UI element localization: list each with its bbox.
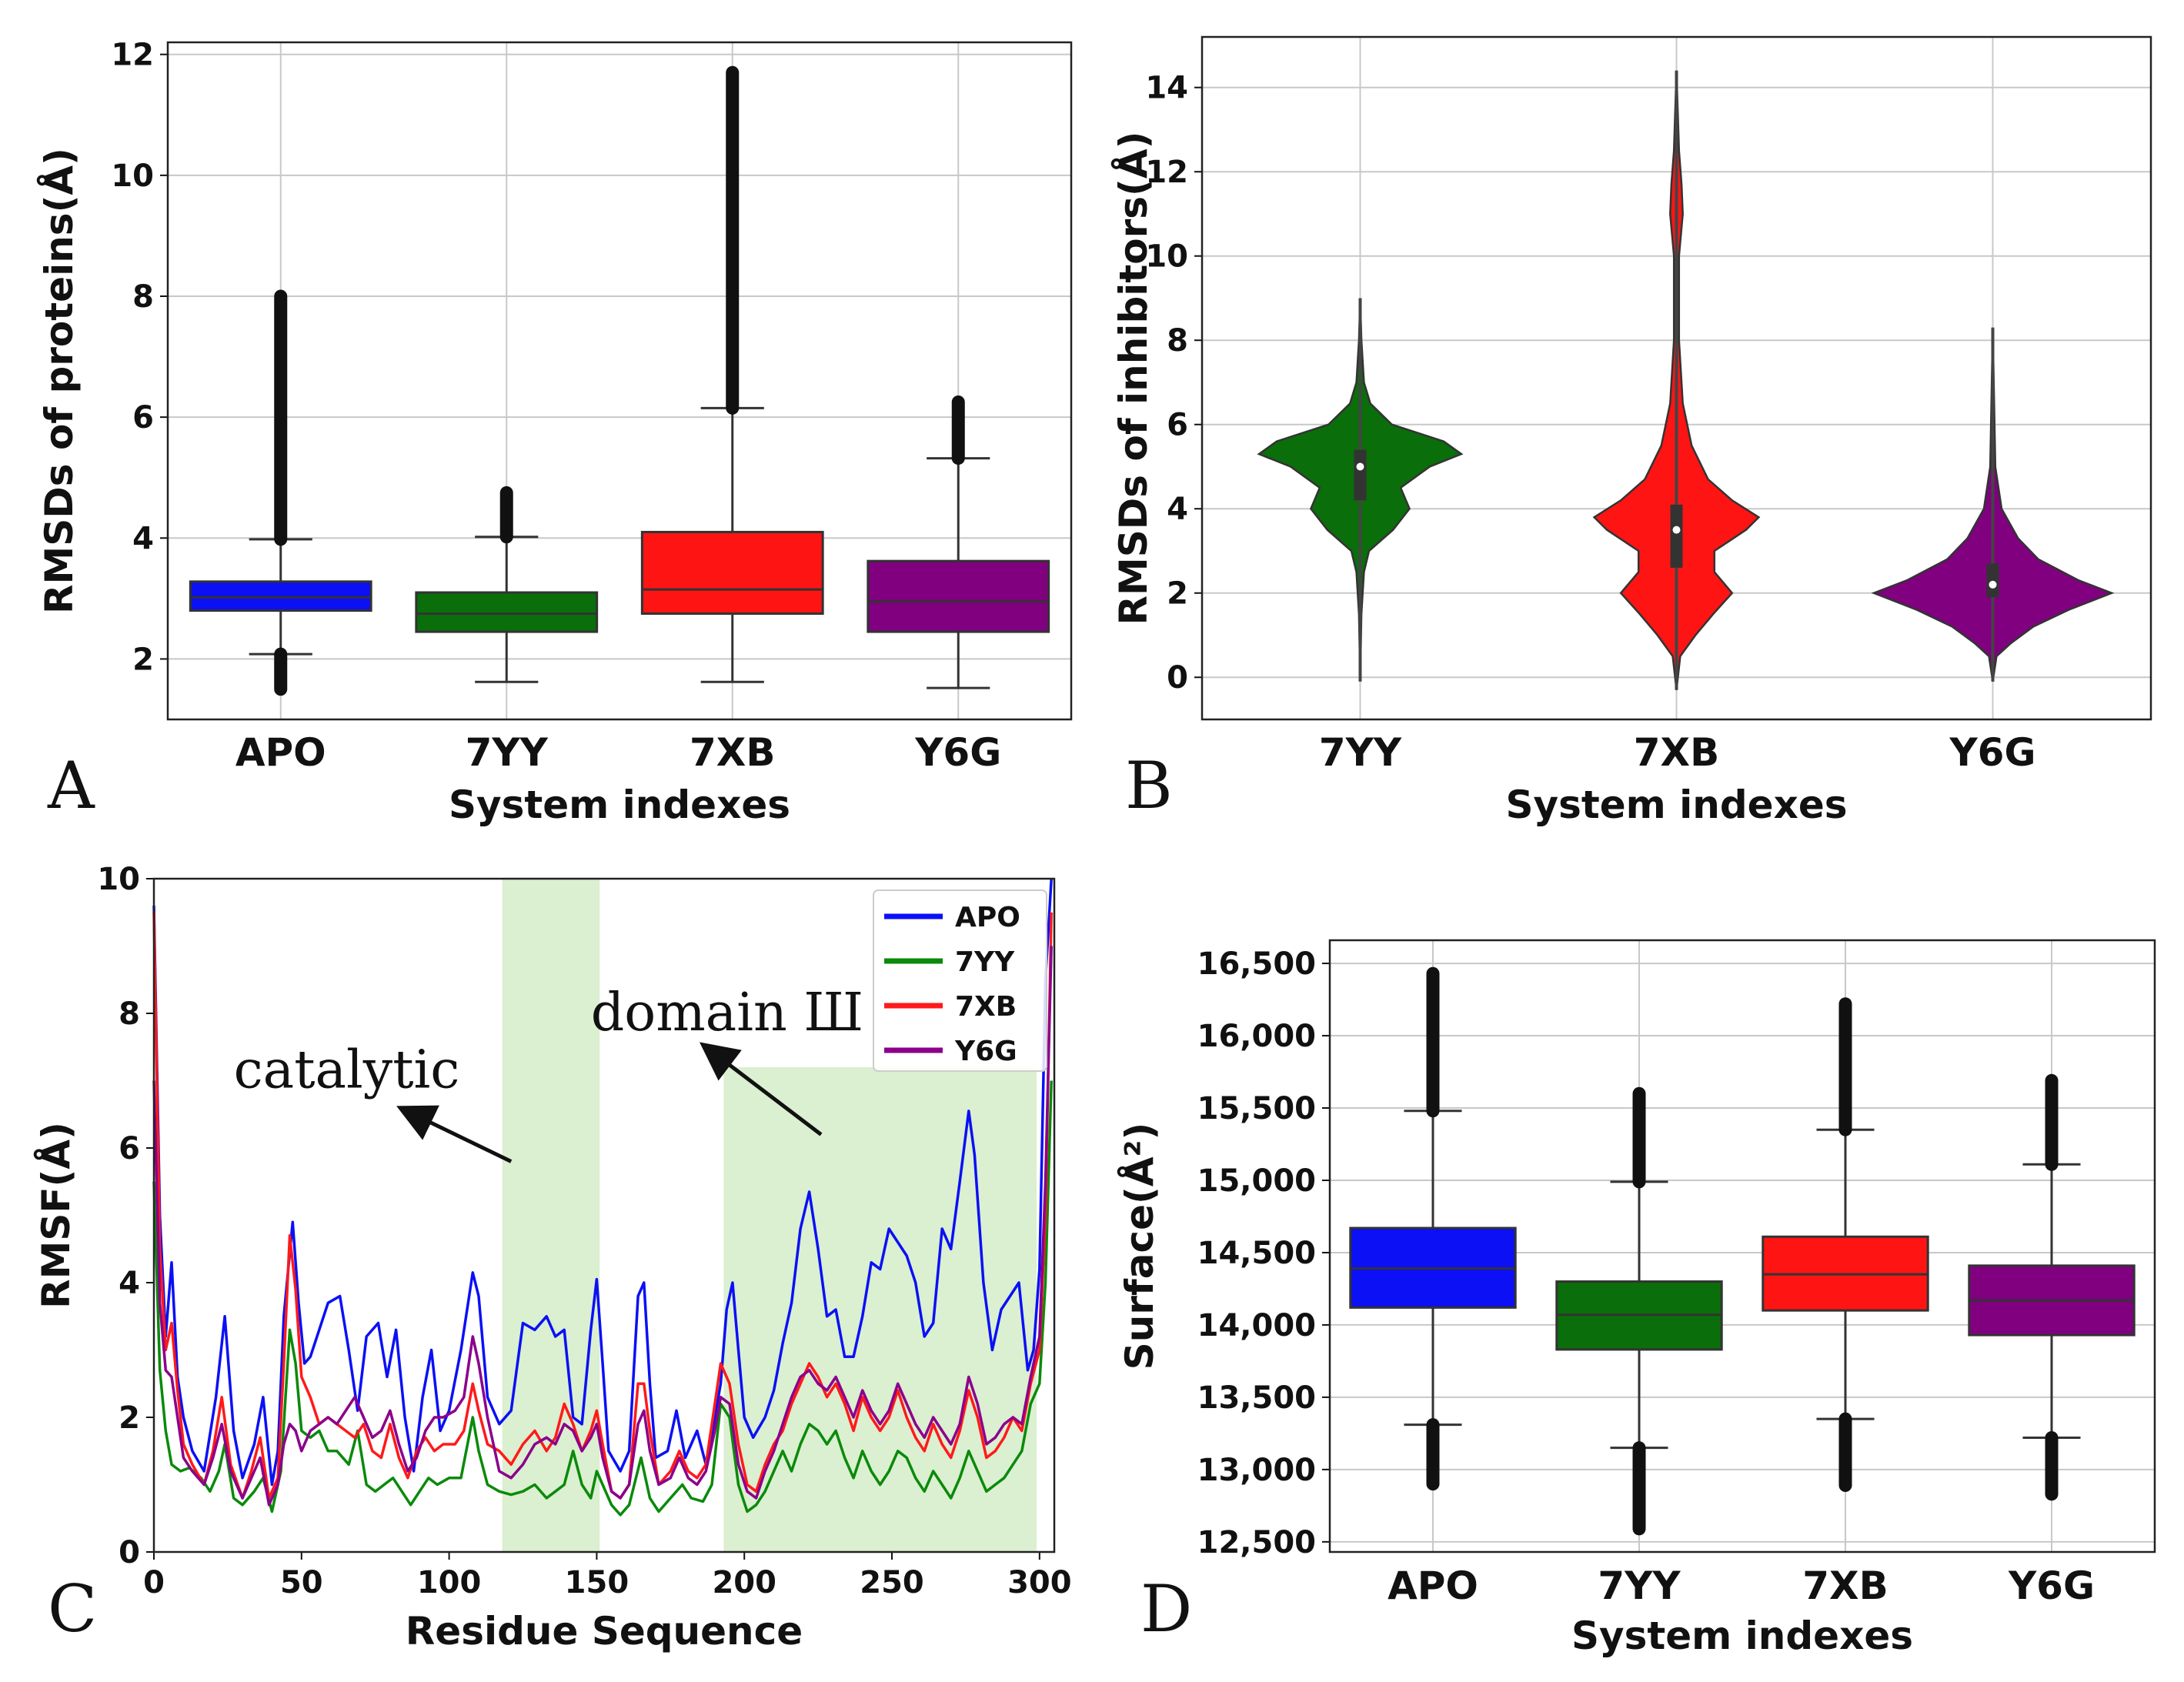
b-category-label-y6g: Y6G [1949, 730, 2035, 775]
a-category-label-apo: APO [235, 730, 326, 775]
d-tick-label-y: 16,000 [1197, 1019, 1316, 1054]
a-category-label-y6g: Y6G [914, 730, 1001, 775]
c-y-axis-label: RMSF(Å) [33, 1122, 78, 1309]
a-tick-label-y: 4 [132, 521, 154, 556]
d-tick-label-y: 15,000 [1197, 1163, 1316, 1199]
a-box-y6g [867, 559, 1050, 633]
b-median-dot-7yy [1356, 462, 1364, 471]
panel-letter-b: B [1125, 748, 1173, 823]
c-tick-label-x: 200 [712, 1565, 776, 1600]
d-axes-frame [1328, 939, 2156, 1554]
d-tick-label-y: 16,500 [1197, 946, 1316, 982]
c-legend-box [873, 889, 1047, 1072]
c-series-line-y6g [152, 946, 1053, 1507]
d-tick-label-y: 14,500 [1197, 1236, 1316, 1271]
d-tick-label-y: 15,500 [1197, 1091, 1316, 1126]
c-tick-label-y: 0 [119, 1535, 140, 1570]
b-median-dot-7xb [1672, 526, 1681, 534]
c-tick-label-x: 0 [143, 1565, 165, 1600]
a-box-7yy [415, 591, 599, 633]
a-tick-label-y: 12 [111, 38, 154, 73]
a-box-7xb [640, 530, 824, 616]
c-series-line-7yy [152, 1080, 1053, 1517]
c-annotation-arrow-1 [396, 1105, 513, 1163]
c-series-line-apo [152, 878, 1053, 1487]
d-tick-label-y: 13,500 [1197, 1380, 1316, 1416]
panel-letter-a: A [47, 748, 95, 823]
panel-letter-d: D [1140, 1571, 1192, 1647]
b-tick-label-y: 12 [1145, 155, 1188, 190]
d-y-axis-label: Surface(Å²) [1117, 1123, 1162, 1370]
b-tick-label-y: 6 [1167, 408, 1188, 443]
c-annotation-label-1: catalytic [234, 1040, 460, 1100]
d-category-label-apo: APO [1388, 1564, 1478, 1608]
a-category-label-7xb: 7XB [690, 730, 775, 775]
panel-letter-c: C [48, 1571, 97, 1647]
c-annotation-arrow-2 [699, 1042, 823, 1136]
c-tick-label-x: 50 [280, 1565, 323, 1600]
d-category-label-7yy: 7YY [1598, 1564, 1681, 1608]
c-tick-label-y: 10 [97, 862, 140, 897]
b-x-axis-label: System indexes [1505, 783, 1847, 827]
a-tick-label-y: 10 [111, 159, 154, 194]
c-x-axis-label: Residue Sequence [406, 1609, 803, 1654]
panel-b-violin-plot: 0 2 4 6 8 10 12 14 System indexes RMSDs of inhibi… [1110, 35, 2152, 827]
c-highlight-region-2 [723, 1067, 1037, 1552]
d-x-axis-label: System indexes [1571, 1614, 1913, 1658]
c-series-line-7xb [152, 912, 1053, 1500]
a-tick-label-y: 2 [132, 642, 154, 677]
b-category-label-7yy: 7YY [1319, 730, 1402, 775]
d-category-label-7xb: 7XB [1802, 1564, 1888, 1608]
a-y-axis-label: RMSDs of proteins(Å) [36, 148, 82, 614]
c-axes-frame [152, 877, 1056, 1554]
b-y-axis-label: RMSDs of inhibitors(Å) [1110, 132, 1156, 626]
c-legend-label-y6g: Y6G [954, 1036, 1017, 1067]
c-tick-label-y: 2 [119, 1400, 140, 1436]
c-legend-label-7xb: 7XB [955, 991, 1017, 1023]
b-category-label-7xb: 7XB [1634, 730, 1719, 775]
b-tick-label-y: 4 [1167, 492, 1188, 527]
c-tick-label-y: 4 [119, 1266, 140, 1301]
c-legend-label-apo: APO [955, 902, 1020, 933]
d-category-label-y6g: Y6G [2008, 1564, 2095, 1608]
a-category-label-7yy: 7YY [466, 730, 549, 775]
c-highlight-region-1 [502, 879, 600, 1552]
b-tick-label-y: 2 [1167, 576, 1188, 612]
c-tick-label-x: 250 [860, 1565, 924, 1600]
d-tick-label-y: 12,500 [1197, 1525, 1316, 1560]
c-tick-label-y: 6 [119, 1131, 140, 1166]
b-tick-label-y: 0 [1167, 660, 1188, 696]
c-tick-label-x: 300 [1007, 1565, 1072, 1600]
c-annotation-label-2: domain Ш [591, 983, 863, 1043]
b-tick-label-y: 10 [1145, 239, 1188, 275]
a-x-axis-label: System indexes [449, 783, 790, 827]
b-tick-label-y: 14 [1145, 71, 1188, 106]
a-axes-frame [166, 41, 1073, 721]
d-tick-label-y: 13,000 [1197, 1453, 1316, 1488]
b-median-dot-y6g [1989, 580, 1997, 589]
panel-a-box-plot: 2 4 6 8 10 12 System indexes RMSDs of proteins(… [36, 38, 1073, 827]
c-legend-label-7yy: 7YY [955, 946, 1015, 978]
c-tick-label-y: 8 [119, 996, 140, 1032]
c-tick-label-x: 150 [565, 1565, 629, 1600]
panel-d-box-plot: 12,500 13,000 13,500 14,000 14,500 15,000 15,5… [1117, 939, 2156, 1658]
a-box-apo [189, 580, 372, 612]
d-tick-label-y: 14,000 [1197, 1308, 1316, 1343]
b-tick-label-y: 8 [1167, 323, 1188, 359]
a-tick-label-y: 6 [132, 400, 154, 436]
c-tick-label-x: 100 [417, 1565, 482, 1600]
b-axes-frame [1201, 35, 2152, 721]
a-tick-label-y: 8 [132, 279, 154, 315]
